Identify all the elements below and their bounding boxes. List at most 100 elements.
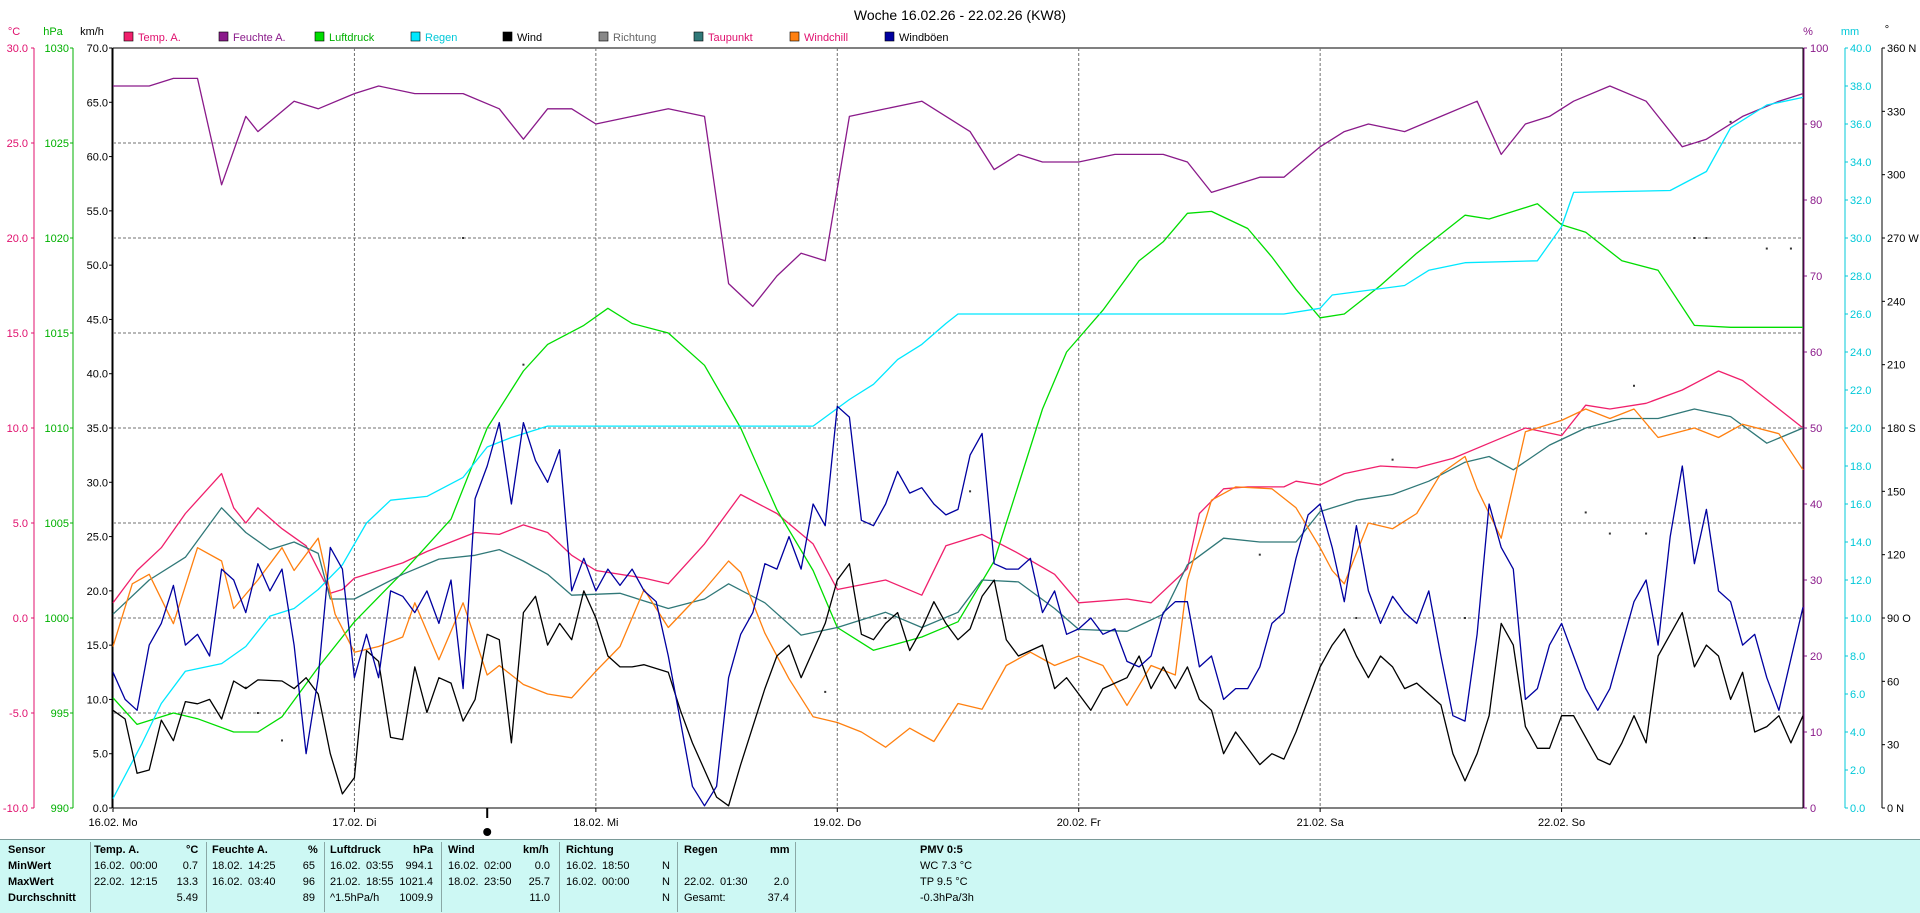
press-axis-tick-label: 1000 bbox=[45, 613, 69, 625]
direction-point bbox=[1464, 617, 1466, 619]
dir-axis-tick-label: 120 bbox=[1887, 550, 1905, 562]
separator bbox=[441, 842, 442, 912]
legend-swatch bbox=[218, 31, 229, 42]
rain-axis-tick-label: 6.0 bbox=[1850, 689, 1865, 701]
wind-axis-tick-label: 65.0 bbox=[87, 97, 108, 109]
dir-axis-tick-label: 300 bbox=[1887, 170, 1905, 182]
direction-point bbox=[1258, 553, 1261, 556]
direction-point bbox=[1633, 384, 1635, 387]
temp-axis-tick-label: 15.0 bbox=[7, 328, 28, 340]
wind-avg-value: 11.0 bbox=[529, 892, 550, 904]
dir-axis-unit: ° bbox=[1885, 24, 1889, 36]
legend-label: Feuchte A. bbox=[233, 32, 286, 44]
direction-point bbox=[1391, 458, 1394, 461]
temp-axis-tick-label: 25.0 bbox=[7, 138, 28, 150]
legend-swatch bbox=[314, 31, 325, 42]
press-min-time: 03:55 bbox=[366, 860, 394, 872]
temp-min-date: 16.02. bbox=[94, 860, 125, 872]
press-axis-tick-label: 1020 bbox=[45, 233, 69, 245]
dir-avg-value: N bbox=[662, 892, 670, 904]
press-trend: ^1.5hPa/h bbox=[330, 892, 380, 904]
direction-point bbox=[281, 739, 283, 742]
series-line-luftdruck bbox=[112, 203, 1803, 733]
rain-axis-unit: mm bbox=[1841, 26, 1859, 38]
press-axis-tick-label: 1030 bbox=[45, 43, 69, 55]
direction-point bbox=[884, 617, 887, 619]
dir-max-date: 16.02. bbox=[566, 876, 597, 888]
press-axis-tick-label: 990 bbox=[51, 803, 69, 815]
temp-axis-tick-label: 30.0 bbox=[7, 43, 28, 55]
rain-max-time: 01:30 bbox=[720, 876, 748, 888]
press-max-time: 18:55 bbox=[366, 876, 394, 888]
rain-axis-tick-label: 36.0 bbox=[1850, 119, 1871, 131]
press-axis-tick-label: 1015 bbox=[45, 328, 69, 340]
temp-axis-unit: °C bbox=[8, 26, 20, 38]
rain-axis-tick-label: 24.0 bbox=[1850, 347, 1871, 359]
hum-unit: % bbox=[308, 844, 318, 856]
dir-min-time: 18:50 bbox=[602, 860, 630, 872]
series-line-wind bbox=[112, 563, 1804, 807]
direction-point bbox=[244, 686, 247, 689]
wind-header: Wind bbox=[448, 844, 475, 856]
temp-axis-tick-label: -5.0 bbox=[9, 708, 28, 720]
x-axis-tick-label: 19.02. Do bbox=[813, 817, 861, 829]
wind-axis-tick-label: 50.0 bbox=[87, 260, 108, 272]
rain-axis-tick-label: 8.0 bbox=[1850, 651, 1865, 663]
x-axis-tick-label: 22.02. So bbox=[1538, 817, 1585, 829]
press-header: Luftdruck bbox=[330, 844, 381, 856]
rain-total-value: 37.4 bbox=[767, 892, 789, 904]
chart-title: Woche 16.02.26 - 22.02.26 (KW8) bbox=[854, 7, 1066, 23]
dir-axis-tick-label: 180 S bbox=[1887, 423, 1916, 435]
x-axis-tick-label: 18.02. Mi bbox=[573, 817, 618, 829]
rain-axis-tick-label: 28.0 bbox=[1850, 271, 1871, 283]
rain-axis-tick-label: 14.0 bbox=[1850, 537, 1871, 549]
legend-swatch bbox=[123, 31, 134, 42]
hum-header: Feuchte A. bbox=[212, 844, 268, 856]
dir-min-value: N bbox=[662, 860, 670, 872]
temp-max-date: 22.02. bbox=[94, 876, 125, 888]
direction-point bbox=[256, 712, 259, 714]
x-axis-tick-label: 21.02. Sa bbox=[1297, 817, 1345, 829]
direction-point bbox=[1608, 532, 1611, 535]
wind-min-date: 16.02. bbox=[448, 860, 479, 872]
rain-total-label: Gesamt: bbox=[684, 892, 726, 904]
rain-axis-tick-label: 30.0 bbox=[1850, 233, 1871, 245]
dir-min-date: 16.02. bbox=[566, 860, 597, 872]
temp-axis-tick-label: 5.0 bbox=[13, 518, 28, 530]
stats-panel: Sensor MinWert MaxWert Durchschnitt Temp… bbox=[0, 839, 1920, 913]
direction-point bbox=[522, 363, 525, 366]
wind-axis-tick-label: 10.0 bbox=[87, 694, 108, 706]
dir-axis-tick-label: 60 bbox=[1887, 676, 1899, 688]
hum-axis-tick-label: 100 bbox=[1810, 43, 1828, 55]
press-unit: hPa bbox=[413, 844, 434, 856]
direction-point bbox=[824, 690, 827, 693]
direction-point bbox=[1705, 237, 1708, 239]
press-min-value: 994.1 bbox=[405, 860, 433, 872]
y-axes: -10.0 -5.0 0.0 5.0 10.0 15.0 20.0 25.0 30.0 °C 990… bbox=[3, 24, 1919, 815]
x-axis-tick-label: 16.02. Mo bbox=[89, 817, 138, 829]
plot-area bbox=[112, 47, 1804, 809]
press-max-date: 21.02. bbox=[330, 876, 361, 888]
wind-axis-tick-label: 55.0 bbox=[87, 206, 108, 218]
wind-min-time: 02:00 bbox=[484, 860, 512, 872]
direction-point bbox=[462, 237, 465, 239]
hum-avg-value: 89 bbox=[302, 892, 315, 904]
hum-min-value: 65 bbox=[302, 860, 315, 872]
legend-label: Windchill bbox=[804, 32, 848, 44]
hum-axis-tick-label: 0 bbox=[1810, 803, 1816, 815]
dir-axis-tick-label: 360 N bbox=[1887, 43, 1916, 55]
hum-axis-tick-label: 70 bbox=[1810, 271, 1822, 283]
series-line-taupunkt bbox=[112, 408, 1804, 636]
rain-axis-tick-label: 16.0 bbox=[1850, 499, 1871, 511]
series-line-windböen bbox=[112, 405, 1804, 807]
temp-min-value: 0.7 bbox=[182, 860, 198, 872]
wind-unit: km/h bbox=[523, 844, 549, 856]
rain-axis-tick-label: 38.0 bbox=[1850, 81, 1871, 93]
temp-axis-tick-label: 0.0 bbox=[13, 613, 28, 625]
direction-point bbox=[1789, 247, 1792, 250]
wind-max-date: 18.02. bbox=[448, 876, 479, 888]
hum-max-date: 16.02. bbox=[212, 876, 243, 888]
wind-axis-tick-label: 60.0 bbox=[87, 152, 108, 164]
dir-axis-tick-label: 330 bbox=[1887, 106, 1905, 118]
x-axis-tick-label: 20.02. Fr bbox=[1057, 817, 1101, 829]
